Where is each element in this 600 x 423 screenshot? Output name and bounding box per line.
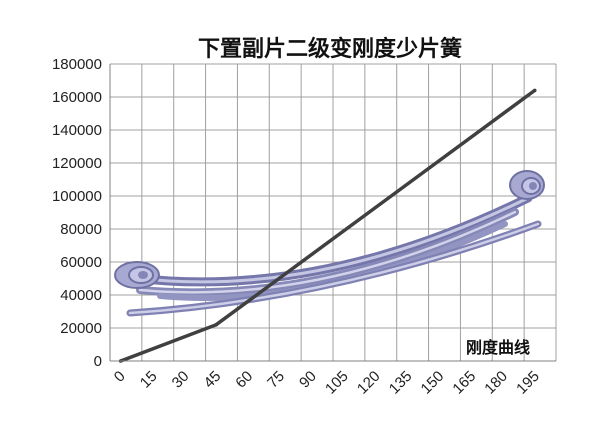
x-tick-label: 30 [169, 368, 193, 392]
leaf-spring-illustration [114, 170, 545, 317]
x-tick-label: 60 [232, 368, 256, 392]
y-tick-label: 140000 [52, 122, 102, 139]
stiffness-curve-label: 刚度曲线 [466, 338, 530, 357]
y-tick-label: 40000 [60, 287, 102, 304]
x-tick-label: 105 [322, 368, 352, 398]
x-tick-label: 120 [354, 368, 384, 398]
x-tick-label: 135 [386, 368, 416, 398]
y-tick-label: 20000 [60, 320, 102, 337]
y-tick-label: 120000 [52, 155, 102, 172]
grid [110, 63, 557, 362]
y-tick-label: 0 [94, 353, 102, 370]
x-tick-label: 45 [201, 368, 225, 392]
chart-title: 下置副片二级变刚度少片簧 [198, 36, 462, 62]
y-tick-label: 60000 [60, 254, 102, 271]
x-tick-label: 75 [264, 368, 288, 392]
x-tick-label: 195 [513, 368, 543, 398]
y-tick-label: 80000 [60, 221, 102, 238]
x-tick-label: 90 [296, 368, 320, 392]
x-tick-label: 150 [418, 368, 448, 398]
x-tick-label: 15 [137, 368, 161, 392]
x-tick-label: 165 [449, 368, 479, 398]
y-tick-label: 160000 [52, 89, 102, 106]
x-tick-label: 0 [111, 368, 129, 386]
x-tick-label: 180 [481, 368, 511, 398]
y-tick-label: 100000 [52, 188, 102, 205]
y-tick-label: 180000 [52, 56, 102, 73]
data-point [214, 322, 218, 327]
data-point [532, 88, 537, 93]
